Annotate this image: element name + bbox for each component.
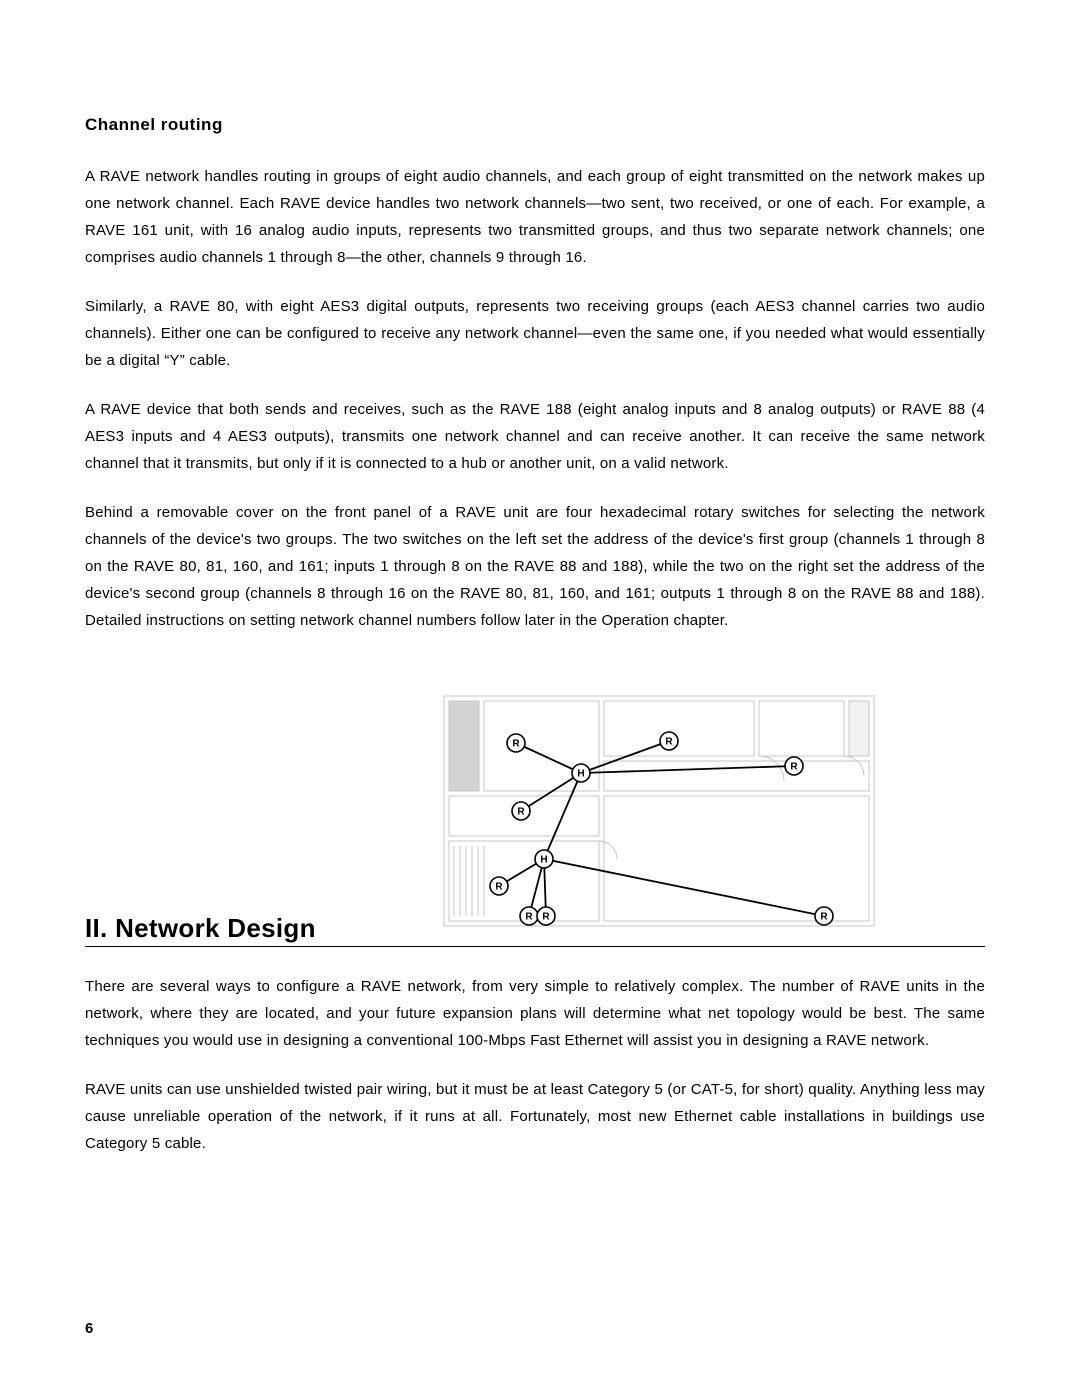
section-heading: Channel routing [85, 115, 985, 135]
chapter-para-1: RAVE units can use unshielded twisted pa… [85, 1076, 985, 1157]
svg-text:R: R [821, 912, 829, 923]
document-page: Channel routing A RAVE network handles r… [0, 0, 1080, 1397]
svg-text:R: R [496, 882, 504, 893]
svg-text:H: H [578, 769, 585, 780]
svg-text:R: R [526, 912, 534, 923]
chapter-body: There are several ways to configure a RA… [85, 973, 985, 1157]
page-number: 6 [85, 1320, 93, 1337]
svg-text:R: R [513, 739, 521, 750]
svg-text:R: R [666, 737, 674, 748]
chapter-para-0: There are several ways to configure a RA… [85, 973, 985, 1054]
section-para-0: A RAVE network handles routing in groups… [85, 163, 985, 271]
svg-text:R: R [543, 912, 551, 923]
svg-text:R: R [518, 807, 526, 818]
section-para-2: A RAVE device that both sends and receiv… [85, 396, 985, 477]
svg-text:H: H [541, 855, 548, 866]
network-diagram: RRRHRHRRRR [439, 691, 879, 936]
section-para-1: Similarly, a RAVE 80, with eight AES3 di… [85, 293, 985, 374]
chapter-row: II. Network Design RRRHRHRRRR [85, 656, 985, 947]
section-para-3: Behind a removable cover on the front pa… [85, 499, 985, 634]
svg-text:R: R [791, 762, 799, 773]
section-body: A RAVE network handles routing in groups… [85, 163, 985, 634]
chapter-heading: II. Network Design [85, 913, 334, 944]
